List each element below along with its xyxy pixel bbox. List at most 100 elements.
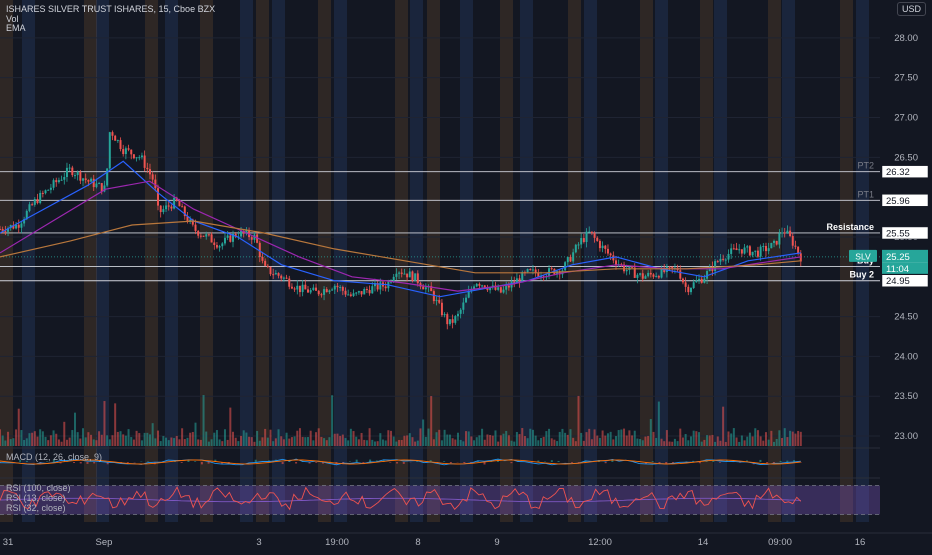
volume-bar xyxy=(663,441,665,446)
time-tick-label: 09:00 xyxy=(768,537,792,548)
macd-histogram-bar xyxy=(127,462,129,463)
volume-bar xyxy=(789,431,791,446)
volume-bar xyxy=(494,430,496,446)
candle-body xyxy=(446,314,448,324)
candle-body xyxy=(122,149,124,154)
volume-bar xyxy=(133,440,135,446)
time-tick-label: 3 xyxy=(256,537,261,548)
volume-bar xyxy=(647,436,649,446)
volume-bar xyxy=(144,433,146,446)
candle-body xyxy=(353,293,355,296)
candle-body xyxy=(746,246,748,247)
volume-bar xyxy=(591,439,593,446)
candle-body xyxy=(784,232,786,233)
volume-bar xyxy=(615,436,617,446)
candle-body xyxy=(71,168,73,176)
candle-body xyxy=(213,242,215,245)
volume-bar xyxy=(548,429,550,446)
candle-body xyxy=(224,238,226,244)
volume-bar xyxy=(503,434,505,446)
volume-bar xyxy=(10,439,12,446)
candle-body xyxy=(267,266,269,267)
price-tick-label: 23.00 xyxy=(894,431,918,442)
volume-bar xyxy=(508,435,510,446)
candle-body xyxy=(719,259,721,262)
candle-body xyxy=(312,288,314,290)
volume-bar xyxy=(186,438,188,446)
volume-bar xyxy=(661,439,663,446)
candle-body xyxy=(403,274,405,275)
macd-histogram-bar xyxy=(510,462,512,463)
time-tick-label: 16 xyxy=(855,537,866,548)
volume-bar xyxy=(639,439,641,446)
candle-body xyxy=(320,294,322,295)
volume-bar xyxy=(425,437,427,446)
candle-body xyxy=(647,273,649,276)
volume-bar xyxy=(20,430,22,446)
volume-bar xyxy=(409,433,411,446)
candle-body xyxy=(355,293,357,294)
candle-body xyxy=(130,150,132,155)
volume-bar xyxy=(706,435,708,446)
candle-body xyxy=(578,244,580,245)
volume-bar xyxy=(433,439,435,446)
macd-histogram-bar xyxy=(315,462,317,463)
volume-bar xyxy=(63,422,65,446)
volume-bar xyxy=(15,429,17,446)
volume-bar xyxy=(45,437,47,446)
candle-body xyxy=(642,273,644,278)
volume-bar xyxy=(714,442,716,446)
candle-body xyxy=(334,286,336,290)
volume-bar xyxy=(200,440,202,446)
volume-bar xyxy=(746,437,748,446)
candle-body xyxy=(93,179,95,187)
candle-body xyxy=(82,178,84,180)
macd-legend: MACD (12, 26, close, 9) xyxy=(6,452,102,462)
volume-bar xyxy=(245,433,247,446)
volume-bar xyxy=(516,432,518,446)
volume-bar xyxy=(722,407,724,446)
candle-body xyxy=(55,180,57,182)
volume-bar xyxy=(328,437,330,446)
volume-bar xyxy=(0,429,1,446)
candle-body xyxy=(401,273,403,274)
candle-body xyxy=(714,261,716,271)
volume-bar xyxy=(326,440,328,446)
volume-bar xyxy=(47,440,49,446)
candle-body xyxy=(583,238,585,242)
volume-bar xyxy=(586,432,588,446)
candle-body xyxy=(508,286,510,288)
candle-body xyxy=(644,276,646,278)
candle-body xyxy=(652,274,654,276)
candle-body xyxy=(433,291,435,301)
volume-bar xyxy=(248,437,250,446)
candle-body xyxy=(120,140,122,149)
volume-bar xyxy=(278,429,280,446)
volume-bar xyxy=(725,442,727,446)
volume-bar xyxy=(786,437,788,446)
candle-body xyxy=(393,277,395,282)
candle-body xyxy=(411,272,413,281)
candle-body xyxy=(229,235,231,241)
candle-body xyxy=(152,174,154,179)
candle-body xyxy=(304,285,306,290)
volume-bar xyxy=(390,431,392,446)
candle-body xyxy=(770,243,772,248)
candle-body xyxy=(481,285,483,286)
macd-histogram-bar xyxy=(403,462,405,464)
volume-bar xyxy=(227,440,229,446)
volume-bar xyxy=(741,435,743,446)
candle-body xyxy=(497,287,499,290)
level-label: PT1 xyxy=(857,189,874,199)
currency-badge[interactable]: USD xyxy=(897,2,926,16)
candle-body xyxy=(208,234,210,235)
volume-bar xyxy=(203,395,205,446)
volume-bar xyxy=(655,438,657,446)
candle-body xyxy=(569,257,571,261)
price-tick-label: 24.00 xyxy=(894,351,918,362)
volume-bar xyxy=(55,434,57,446)
candle-body xyxy=(690,288,692,292)
candle-body xyxy=(331,289,333,290)
volume-bar xyxy=(154,438,156,446)
